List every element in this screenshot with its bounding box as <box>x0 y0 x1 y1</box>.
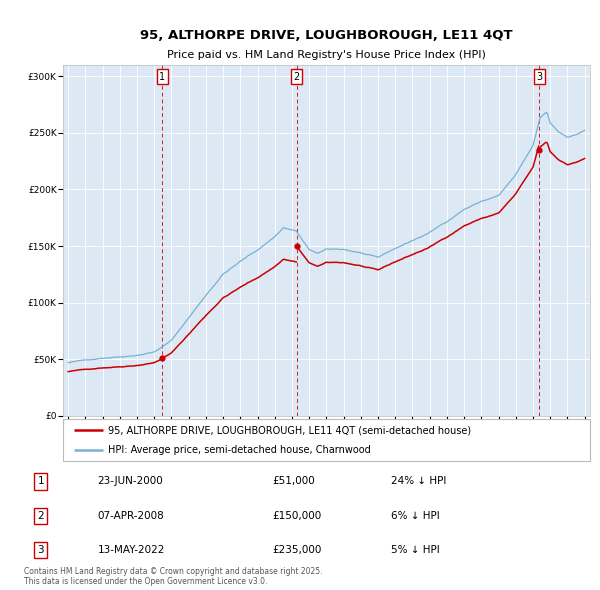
Text: 5% ↓ HPI: 5% ↓ HPI <box>391 545 439 555</box>
Text: 3: 3 <box>536 72 542 82</box>
Text: 2: 2 <box>293 72 299 82</box>
Text: £235,000: £235,000 <box>272 545 322 555</box>
Text: 95, ALTHORPE DRIVE, LOUGHBOROUGH, LE11 4QT: 95, ALTHORPE DRIVE, LOUGHBOROUGH, LE11 4… <box>140 29 513 42</box>
Text: Contains HM Land Registry data © Crown copyright and database right 2025.
This d: Contains HM Land Registry data © Crown c… <box>24 567 323 586</box>
Text: 23-JUN-2000: 23-JUN-2000 <box>97 477 163 486</box>
Text: HPI: Average price, semi-detached house, Charnwood: HPI: Average price, semi-detached house,… <box>108 445 371 455</box>
Text: 24% ↓ HPI: 24% ↓ HPI <box>391 477 446 486</box>
Text: 6% ↓ HPI: 6% ↓ HPI <box>391 511 439 520</box>
Text: 07-APR-2008: 07-APR-2008 <box>97 511 164 520</box>
Text: 13-MAY-2022: 13-MAY-2022 <box>97 545 164 555</box>
Text: 3: 3 <box>38 545 44 555</box>
Text: 1: 1 <box>160 72 166 82</box>
Text: 95, ALTHORPE DRIVE, LOUGHBOROUGH, LE11 4QT (semi-detached house): 95, ALTHORPE DRIVE, LOUGHBOROUGH, LE11 4… <box>108 425 471 435</box>
Text: 1: 1 <box>38 477 44 486</box>
Text: £51,000: £51,000 <box>272 477 315 486</box>
Text: £150,000: £150,000 <box>272 511 322 520</box>
Text: 2: 2 <box>38 511 44 520</box>
Text: Price paid vs. HM Land Registry's House Price Index (HPI): Price paid vs. HM Land Registry's House … <box>167 50 486 60</box>
